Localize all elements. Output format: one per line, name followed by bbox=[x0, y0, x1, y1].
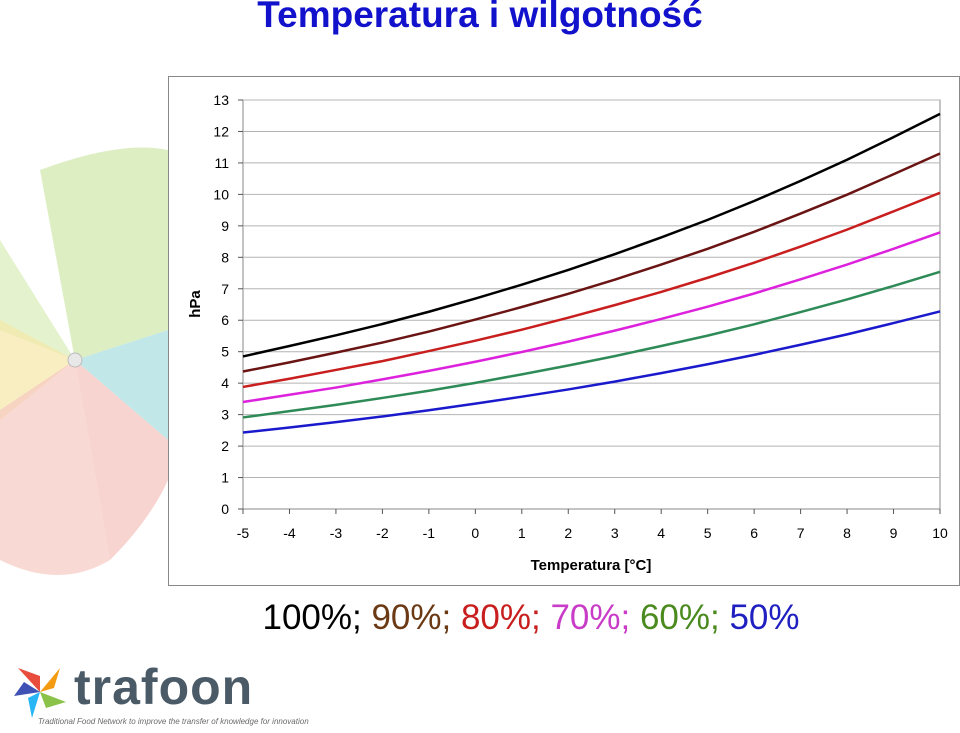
x-tick-label: 3 bbox=[611, 525, 619, 541]
y-tick-label: 13 bbox=[213, 92, 229, 108]
legend-entry: 90%; bbox=[361, 598, 452, 637]
plot-area bbox=[242, 99, 941, 510]
legend-entry: 50% bbox=[719, 598, 800, 637]
y-tick-label: 0 bbox=[221, 501, 229, 517]
y-tick-label: 9 bbox=[221, 218, 229, 234]
x-tick-label: 1 bbox=[518, 525, 526, 541]
y-tick-label: 4 bbox=[221, 375, 229, 391]
legend-entry: 70%; bbox=[540, 598, 631, 637]
x-tick-label: 0 bbox=[471, 525, 479, 541]
y-tick-label: 2 bbox=[221, 438, 229, 454]
slide-title: Temperatura i wilgotność bbox=[257, 0, 703, 35]
y-axis-label: hPa bbox=[187, 290, 204, 318]
y-tick-label: 1 bbox=[221, 470, 229, 486]
y-tick-label: 12 bbox=[213, 123, 229, 139]
y-tick-label: 7 bbox=[221, 281, 229, 297]
legend-entry: 60%; bbox=[630, 598, 720, 637]
series-line-6 bbox=[242, 310, 941, 434]
y-tick-label: 8 bbox=[221, 249, 229, 265]
y-tick-label: 10 bbox=[213, 186, 229, 202]
series-line-3 bbox=[242, 191, 941, 389]
y-tick-label: 6 bbox=[221, 312, 229, 328]
x-tick-label: -3 bbox=[330, 525, 343, 541]
x-tick-label: 5 bbox=[704, 525, 712, 541]
y-tick-label: 11 bbox=[214, 155, 229, 171]
y-tick-label: 3 bbox=[221, 407, 229, 423]
x-tick-label: 2 bbox=[564, 525, 572, 541]
humidity-legend: 100%; 90%; 80%; 70%; 60%; 50% bbox=[0, 598, 960, 638]
x-tick-label: 4 bbox=[657, 525, 665, 541]
x-tick-label: -5 bbox=[237, 525, 250, 541]
pinwheel-logo-icon bbox=[14, 668, 66, 718]
y-tick-label: 5 bbox=[221, 344, 229, 360]
x-tick-label: 7 bbox=[797, 525, 805, 541]
series-line-2 bbox=[242, 152, 941, 373]
legend-entry: 100%; bbox=[262, 598, 362, 637]
x-tick-label: 9 bbox=[890, 525, 898, 541]
x-tick-label: 6 bbox=[750, 525, 758, 541]
x-tick-label: 10 bbox=[932, 525, 948, 541]
trafoon-logo: trafoon Traditional Food Network to impr… bbox=[10, 659, 310, 733]
legend-entry: 80%; bbox=[451, 598, 541, 637]
x-tick-label: -1 bbox=[423, 525, 436, 541]
x-tick-label: -4 bbox=[283, 525, 296, 541]
series-line-1 bbox=[242, 112, 941, 358]
logo-tagline: Traditional Food Network to improve the … bbox=[38, 717, 309, 726]
x-tick-label: -2 bbox=[376, 525, 389, 541]
chart-frame bbox=[168, 76, 960, 586]
series-line-4 bbox=[242, 231, 941, 404]
series-line-5 bbox=[242, 270, 941, 419]
logo-wordmark: trafoon bbox=[74, 659, 254, 715]
x-axis-label: Temperatura [°C] bbox=[531, 557, 652, 574]
x-tick-label: 8 bbox=[843, 525, 851, 541]
